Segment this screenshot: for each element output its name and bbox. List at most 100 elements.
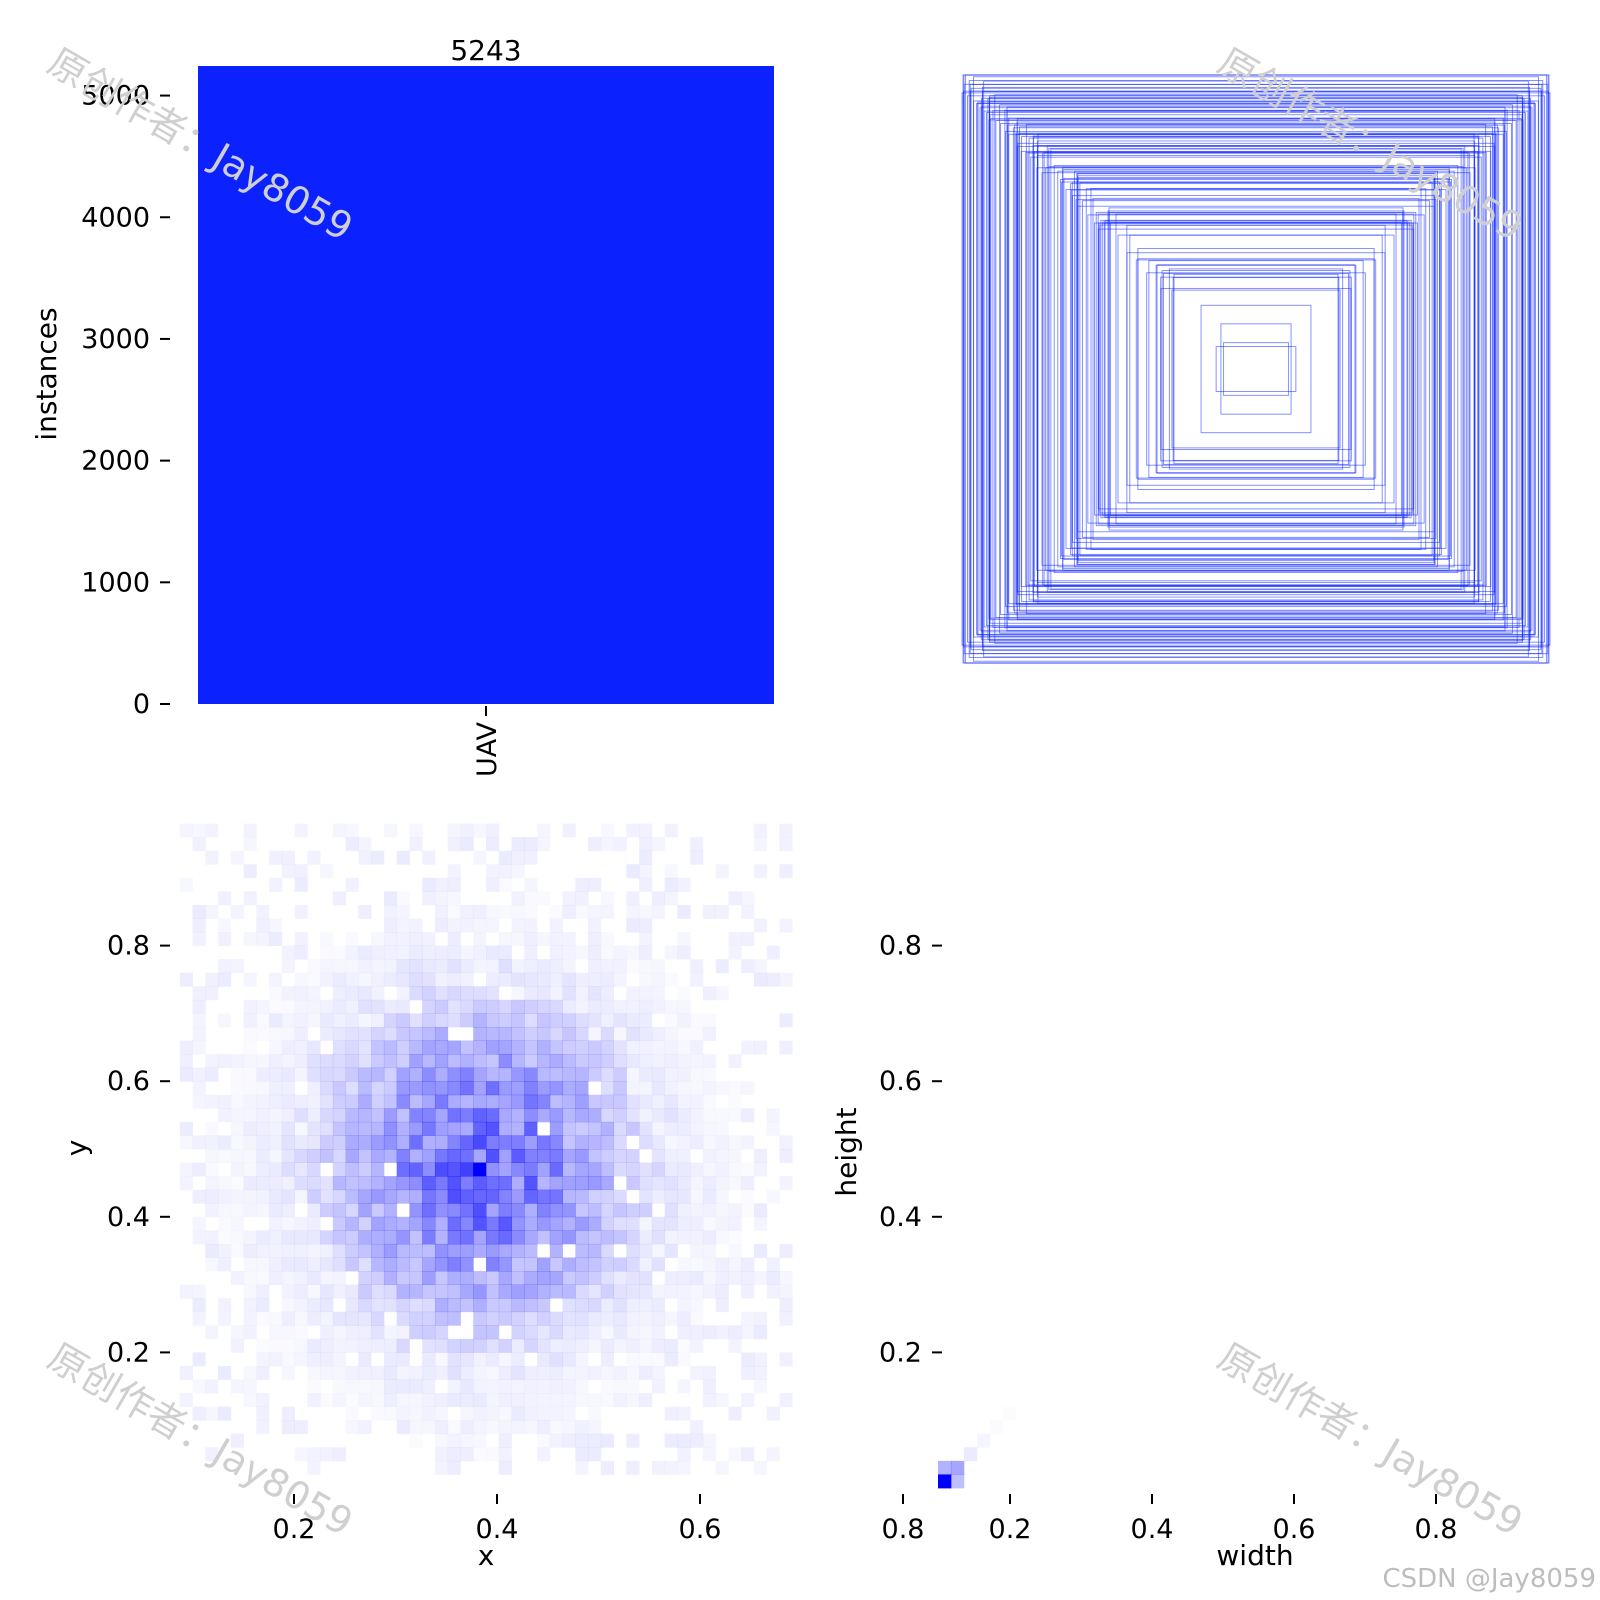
box-outline	[1014, 124, 1498, 614]
xy-heat-cell	[690, 1433, 704, 1448]
xy-heat-cell	[282, 1339, 295, 1353]
xy-heat-cell	[562, 1081, 576, 1096]
xy-heat-cell	[205, 1447, 219, 1462]
xy-heat-cell	[192, 1311, 206, 1326]
xy-heat-cell	[384, 824, 397, 838]
xy-heat-cell	[575, 877, 589, 892]
xy-heat-cell	[511, 1067, 525, 1082]
xy-heat-cell	[320, 1338, 334, 1353]
xy-heat-cell	[600, 1040, 614, 1055]
box-outline	[1048, 166, 1464, 572]
wh-heat-cell	[990, 1420, 1003, 1434]
xy-heat-cell	[307, 1257, 321, 1272]
xy-heat-cell	[677, 1054, 691, 1069]
xy-heat-cell	[447, 1230, 461, 1245]
xy-heat-cell	[626, 1040, 640, 1055]
xy-heat-cell	[703, 1271, 716, 1285]
xy-heat-cell	[664, 1121, 678, 1136]
xy-heat-cell	[281, 1271, 295, 1285]
xy-heat-cell	[511, 1257, 525, 1272]
xy-heat-cell	[231, 1244, 244, 1258]
xy-heat-cell	[269, 877, 283, 892]
xy-heat-cell	[639, 837, 653, 852]
bar-ytick-label: 0	[133, 689, 150, 720]
xy-heat-cell	[332, 1040, 347, 1055]
xy-heat-cell	[422, 1352, 436, 1367]
xy-heat-cell	[218, 1013, 231, 1027]
xy-heat-cell	[524, 1162, 538, 1177]
xy-heat-cell	[396, 1406, 410, 1421]
xy-heat-cell	[422, 1271, 436, 1285]
xy-heat-cell	[741, 1352, 755, 1367]
xy-heat-cell	[588, 1447, 602, 1462]
xy-heat-cell	[575, 1243, 589, 1258]
xy-heat-cell	[779, 1176, 793, 1191]
xy-heat-cell	[639, 1026, 653, 1041]
xy-heat-cell	[702, 904, 717, 919]
xy-heat-cell	[639, 1054, 653, 1069]
xy-heat-cell	[511, 1094, 525, 1109]
xy-heat-cell	[358, 1189, 372, 1204]
xy-heat-cell	[345, 1311, 359, 1326]
xy-heat-cell	[294, 1298, 308, 1313]
xy-heat-cell	[396, 1176, 410, 1191]
xy-heat-cell	[575, 946, 588, 960]
xy-heat-cell	[396, 1121, 410, 1136]
xy-heat-cell	[588, 959, 602, 974]
xy-heat-cell	[511, 1325, 525, 1340]
xy-heat-cell	[613, 1203, 627, 1218]
xy-heat-cell	[677, 1162, 691, 1177]
xy-heat-cell	[563, 1407, 576, 1421]
xy-heat-cell	[294, 1067, 308, 1082]
xy-heat-cell	[613, 1054, 627, 1069]
xy-heat-cell	[639, 986, 653, 1001]
xy-heat-cell	[690, 1325, 704, 1340]
xy-heat-cell	[320, 1067, 334, 1082]
xy-heat-cell	[524, 1108, 538, 1123]
xy-heat-cell	[383, 1026, 398, 1041]
xy-heat-cell	[639, 1365, 653, 1380]
xy-heat-cell	[779, 1040, 793, 1055]
xy-heat-cell	[537, 1447, 551, 1462]
xy-heat-cell	[779, 1393, 793, 1408]
xy-heat-cell	[626, 986, 640, 1001]
xy-heat-cell	[320, 1325, 334, 1340]
xy-heat-cell	[473, 1338, 487, 1353]
xy-heat-cell	[601, 932, 614, 946]
xy-heat-cell	[665, 973, 678, 987]
xy-heat-cell	[626, 1108, 640, 1123]
xy-heat-cell	[664, 1162, 678, 1177]
xy-heat-cell	[664, 1352, 678, 1367]
box-outline	[1012, 127, 1500, 611]
xy-heat-cell	[562, 1311, 576, 1326]
xy-heat-cell	[332, 986, 347, 1001]
xy-heat-cell	[549, 1108, 563, 1123]
xy-heat-cell	[447, 945, 461, 960]
xy-heat-cell	[447, 1271, 461, 1285]
xy-heat-cell	[664, 1203, 678, 1218]
xy-heat-cell	[537, 1271, 551, 1285]
xy-heat-cell	[486, 1447, 499, 1461]
xy-heat-cell	[651, 1026, 666, 1041]
xy-heat-cell	[383, 1135, 398, 1150]
xy-heat-cell	[218, 959, 232, 974]
xy-heat-cell	[613, 1081, 627, 1096]
xy-heat-cell	[409, 1393, 422, 1407]
xy-heat-cell	[677, 1000, 690, 1014]
xy-heat-cell	[728, 1406, 742, 1421]
xy-heat-cell	[664, 945, 678, 960]
xy-heat-cell	[460, 1067, 474, 1082]
xy-heat-cell	[639, 905, 652, 919]
xy-heat-cell	[460, 972, 474, 987]
box-outline	[1126, 252, 1386, 486]
xy-heat-cell	[396, 1054, 410, 1069]
xy-heat-cell	[549, 1311, 563, 1326]
xy-heat-cell	[498, 1216, 512, 1231]
xy-heat-cell	[332, 1203, 347, 1218]
xy-heat-cell	[358, 1040, 372, 1055]
xy-heat-cell	[651, 1365, 666, 1380]
xy-heat-cell	[409, 986, 423, 1001]
xy-heat-cell	[193, 1041, 206, 1055]
box-outline	[1053, 164, 1459, 574]
xy-heat-cell	[447, 1352, 461, 1367]
